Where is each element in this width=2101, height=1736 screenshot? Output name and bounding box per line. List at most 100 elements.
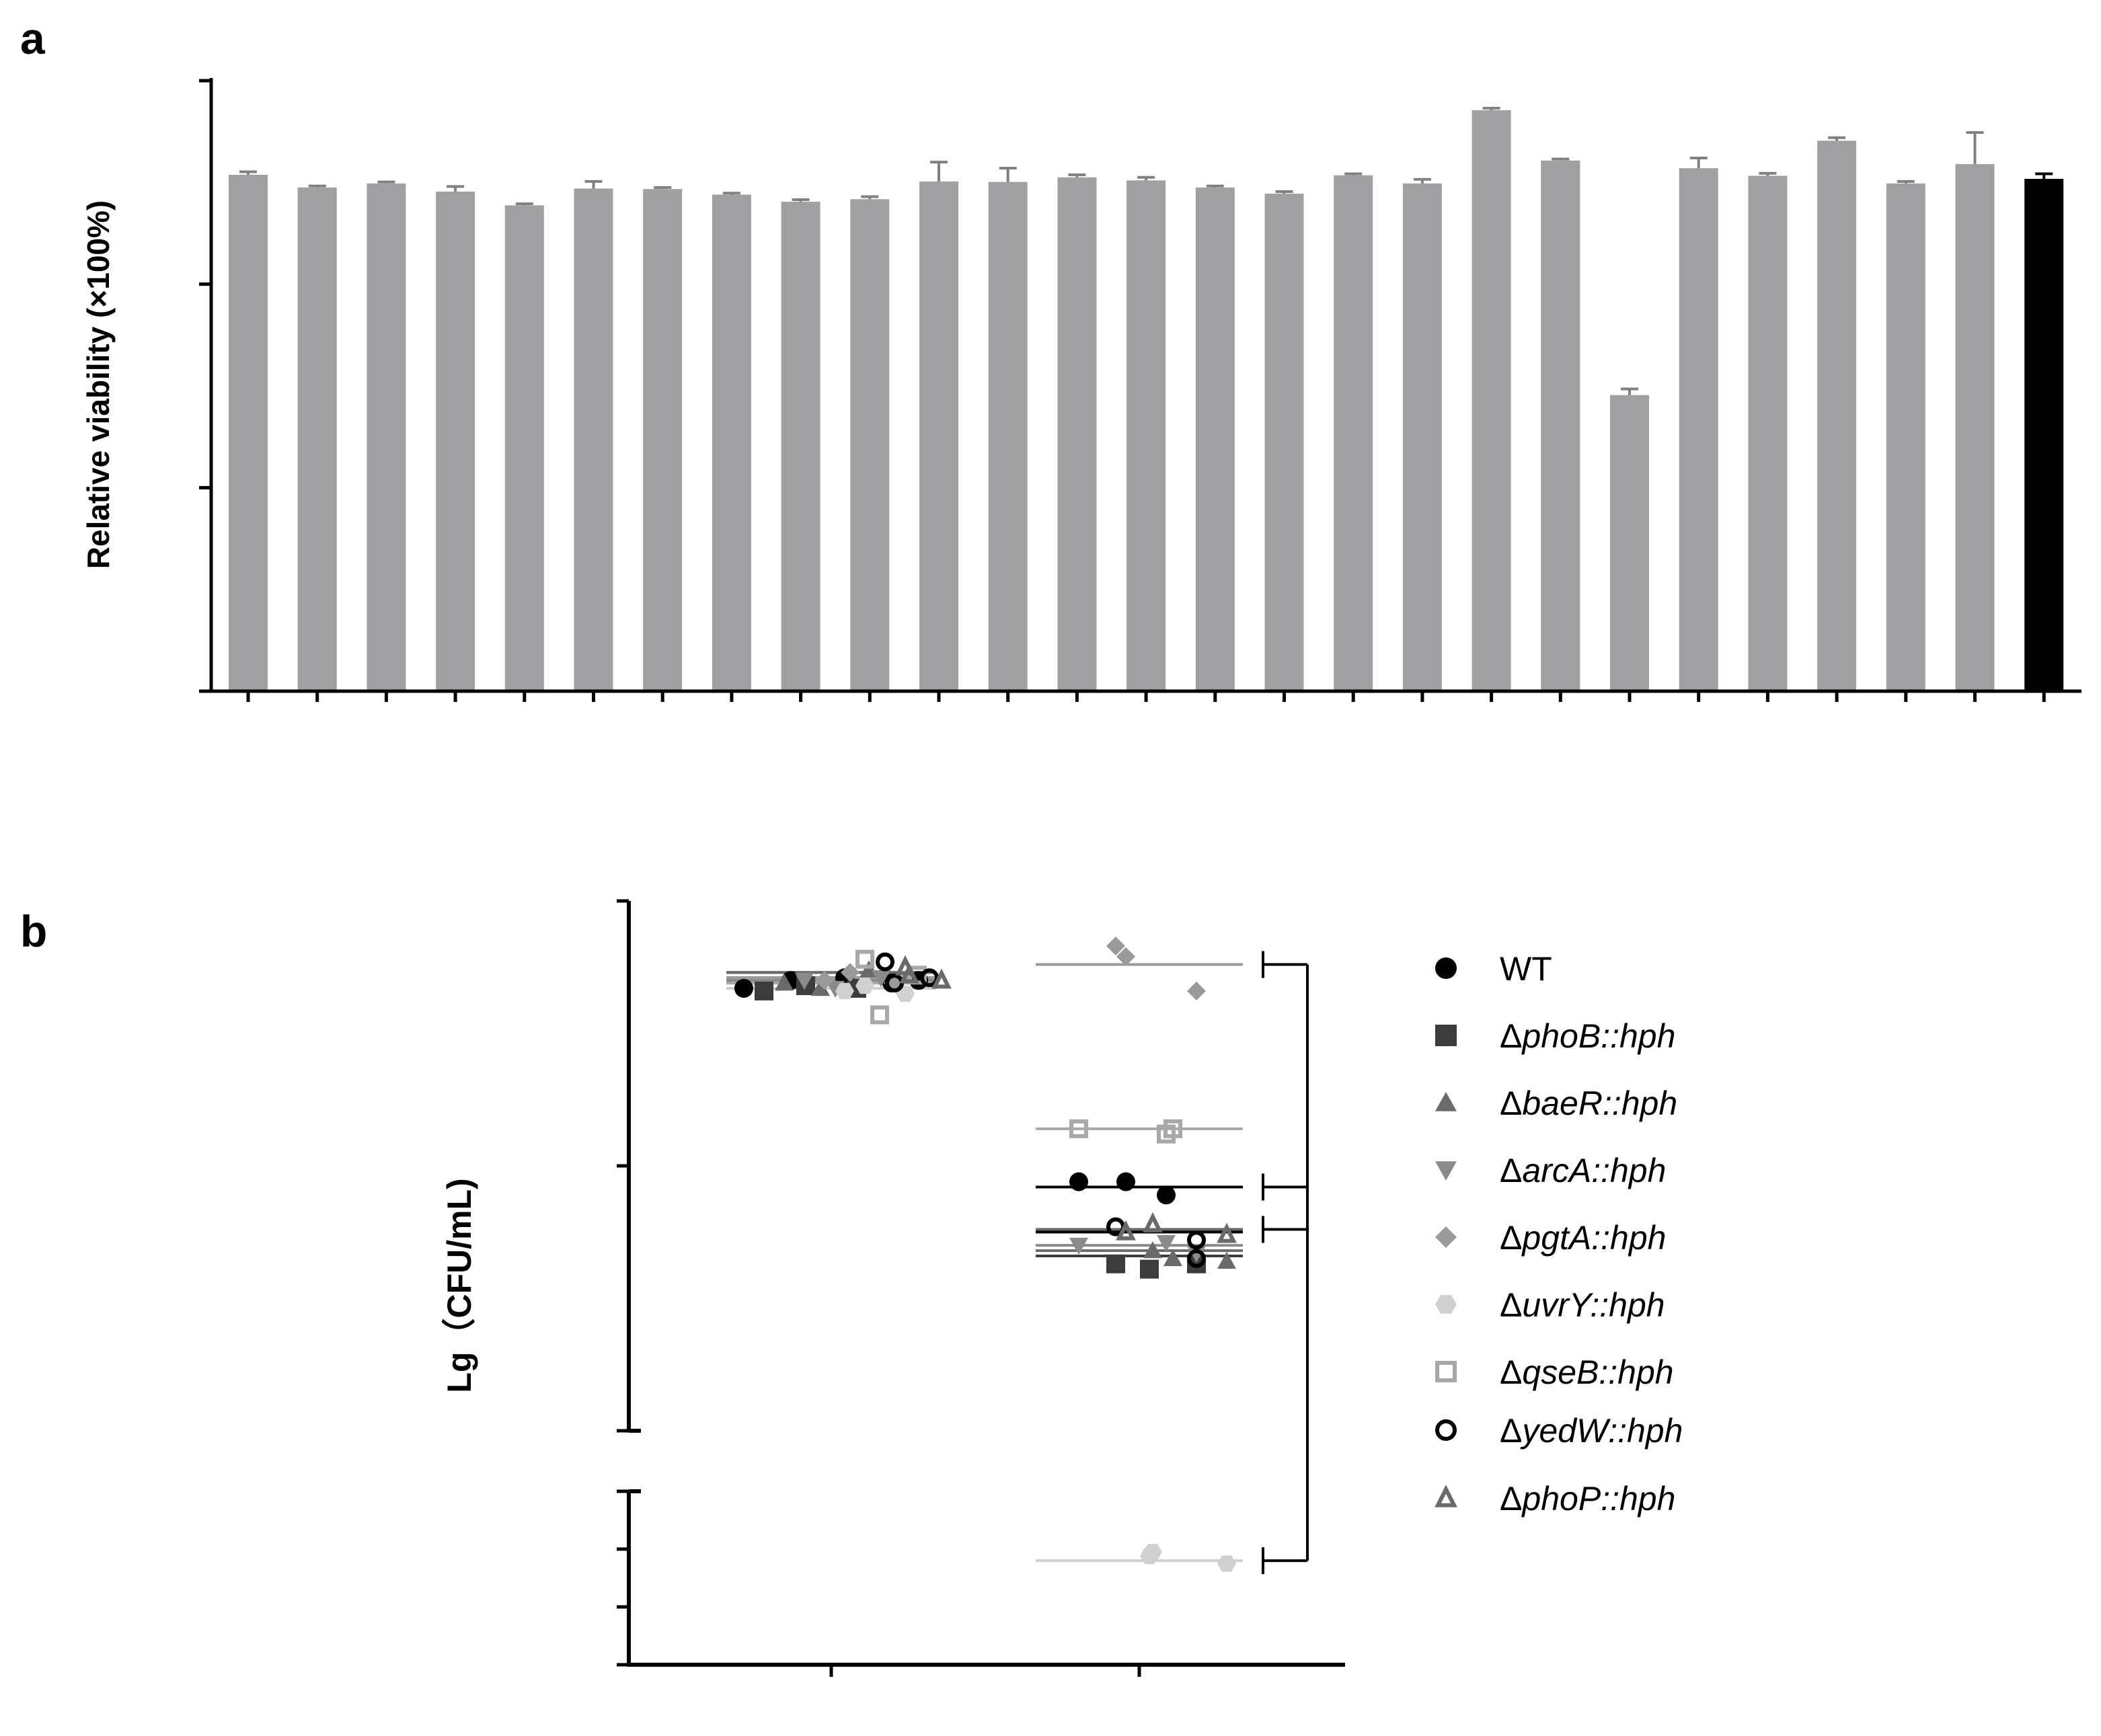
bar-narL xyxy=(1886,183,1925,691)
point-square xyxy=(1140,1259,1159,1279)
chart-a-axes xyxy=(199,78,2081,702)
point-square xyxy=(1106,1254,1125,1273)
bar-rstA xyxy=(436,191,475,691)
legend-text: WT xyxy=(1500,950,1552,988)
point-hexagon xyxy=(1140,1548,1159,1565)
legend-marker-circle-open xyxy=(1435,1419,1457,1441)
bar-cpxR xyxy=(1126,180,1166,692)
legend-label-1: ΔphoB::hph xyxy=(1500,1017,1675,1055)
legend-prefix: Δ xyxy=(1500,1353,1522,1391)
point-triangle-down xyxy=(1187,1245,1206,1263)
point-circle-open xyxy=(920,968,939,988)
legend-label-2: ΔbaeR::hph xyxy=(1500,1084,1677,1122)
legend-marker-square xyxy=(1435,1025,1457,1046)
point-square-open xyxy=(1157,1124,1176,1144)
legend-gene: phoP xyxy=(1521,1480,1601,1517)
legend-suffix: ::hph xyxy=(1591,1152,1666,1189)
legend-prefix: Δ xyxy=(1500,1412,1522,1450)
bar-zraR xyxy=(1679,168,1718,691)
chart-a-y-axis-label: Relative viability (×100%) xyxy=(81,200,116,569)
bar-baeR xyxy=(781,202,820,691)
panel-label-b: b xyxy=(20,906,47,956)
legend-gene: baeR xyxy=(1522,1084,1603,1122)
legend-gene: yedW xyxy=(1520,1412,1611,1450)
point-diamond xyxy=(1106,936,1125,955)
point-circle-open xyxy=(1187,1230,1206,1250)
point-triangle-up xyxy=(1143,1241,1162,1259)
chart-b-axes xyxy=(617,899,1345,1677)
point-triangle-down xyxy=(795,973,814,990)
legend-suffix: ::hph xyxy=(1603,1084,1677,1122)
point-hexagon xyxy=(855,978,874,994)
bar-ompR xyxy=(1334,175,1373,691)
chart-a-bars xyxy=(229,110,2064,692)
bar-phoB xyxy=(504,205,544,692)
point-hexagon xyxy=(835,982,854,1000)
legend-marker-triangle-up xyxy=(1435,1092,1457,1111)
bar-torR xyxy=(988,182,1028,691)
point-circle-open xyxy=(876,952,894,972)
legend-marker-diamond xyxy=(1435,1226,1457,1248)
point-triangle-up xyxy=(1163,1249,1182,1267)
legend-label-5: ΔuvrY::hph xyxy=(1500,1286,1665,1324)
legend-prefix: Δ xyxy=(1500,1017,1522,1055)
point-diamond xyxy=(1116,947,1135,966)
point-circle xyxy=(1069,1172,1088,1191)
legend-label-3: ΔarcA::hph xyxy=(1500,1152,1666,1189)
legend-suffix: ::hph xyxy=(1599,1353,1673,1391)
bar-creB xyxy=(1057,177,1097,691)
legend-marker-triangle-open xyxy=(1435,1485,1457,1507)
point-triangle-down xyxy=(1069,1238,1088,1255)
legend-gene: phoB xyxy=(1521,1017,1601,1055)
legend-marker-square-open xyxy=(1435,1361,1457,1382)
legend-label-4: ΔpgtA::hph xyxy=(1500,1219,1666,1257)
legend-gene: arcA xyxy=(1522,1152,1591,1189)
legend-suffix: ::hph xyxy=(1601,1017,1675,1055)
point-circle-open xyxy=(1187,1249,1206,1268)
bar-uvrY xyxy=(1610,395,1649,691)
chart-b-mean-lines xyxy=(726,963,1243,1563)
chart-b-points xyxy=(734,936,1237,1572)
bar-uhpA xyxy=(919,181,958,691)
bar-tctD xyxy=(643,189,683,691)
bar-pgtA xyxy=(1472,110,1511,692)
bar-WT xyxy=(2024,179,2064,692)
panel-label-a: a xyxy=(20,13,46,63)
legend-suffix: ::hph xyxy=(1590,1286,1665,1324)
point-triangle-open xyxy=(931,968,952,989)
point-triangle-up xyxy=(1217,1251,1236,1269)
chart-b-significance-brackets xyxy=(1262,951,1309,1575)
legend-label-6: ΔqseB::hph xyxy=(1500,1353,1674,1391)
point-triangle-up xyxy=(811,979,830,996)
legend-prefix: Δ xyxy=(1500,1480,1522,1517)
point-square-open xyxy=(870,1005,889,1025)
bar-arcA xyxy=(850,199,890,691)
legend-suffix: ::hph xyxy=(1591,1219,1666,1257)
legend-prefix: Δ xyxy=(1500,1084,1522,1122)
bar-narP xyxy=(574,188,613,691)
chart-b: WTΔphoB::hphΔbaeR::hphΔarcA::hphΔpgtA::h… xyxy=(441,899,1683,1677)
bar-yedW xyxy=(712,194,751,691)
point-diamond xyxy=(1187,981,1206,1000)
bar-phoP xyxy=(1264,193,1304,692)
bar-glrR xyxy=(297,187,337,691)
bar-qseB xyxy=(1817,141,1857,691)
point-triangle-open xyxy=(899,963,919,984)
chart-a: Relative viability (×100%) xyxy=(81,78,2081,702)
point-triangle-open xyxy=(1217,1222,1237,1243)
chart-a-error-bars xyxy=(239,106,2053,395)
bar-kdpE xyxy=(1541,160,1580,692)
bar-ssrB xyxy=(1748,175,1788,691)
point-triangle-open xyxy=(1116,1220,1136,1240)
point-square xyxy=(755,981,773,1000)
chart-b-legend: WTΔphoB::hphΔbaeR::hphΔarcA::hphΔpgtA::h… xyxy=(1435,950,1683,1517)
legend-suffix: ::hph xyxy=(1601,1480,1675,1517)
point-triangle-down xyxy=(872,970,890,988)
chart-b-y-axis-label: Lg（CFU/mL) xyxy=(441,1178,478,1392)
legend-label-0: WT xyxy=(1500,950,1552,988)
point-hexagon xyxy=(1217,1555,1236,1572)
point-diamond xyxy=(815,971,834,990)
bar-glnG xyxy=(1195,187,1235,691)
point-triangle-down xyxy=(1157,1235,1176,1253)
